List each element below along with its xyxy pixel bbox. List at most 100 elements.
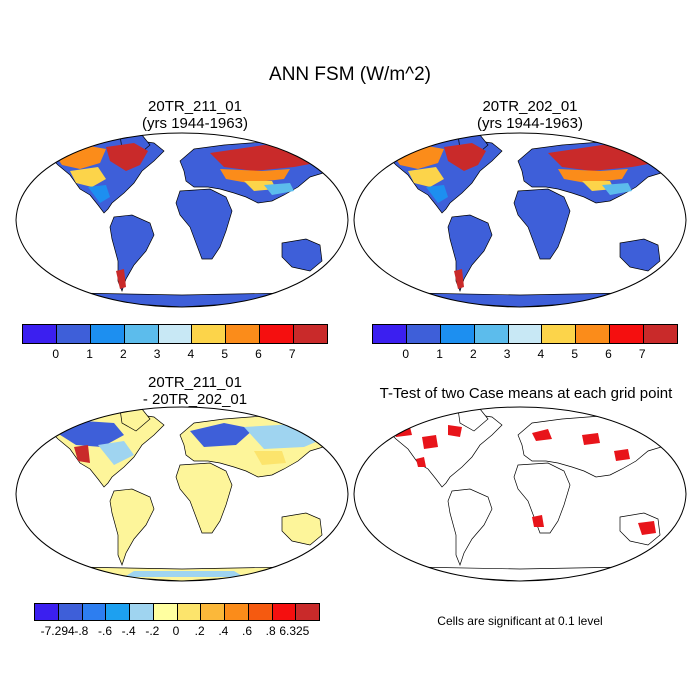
colorbar-tick-label: 3	[503, 347, 511, 361]
colorbar-swatch	[542, 325, 577, 343]
colorbar-tick-label: 7	[288, 347, 296, 361]
ttest-note: Cells are significant at 0.1 level	[437, 614, 603, 628]
colorbar-swatch	[248, 604, 273, 620]
panel3-title-line1: 20TR_211_01	[148, 374, 242, 391]
data-patch	[98, 441, 134, 465]
data-patch	[220, 169, 290, 183]
colorbar-swatch	[82, 604, 107, 620]
landmass-an	[53, 292, 311, 307]
colorbar-swatch	[474, 325, 509, 343]
panel2-title-line2: (yrs 1944-1963)	[477, 115, 583, 132]
colorbar-tick-label: .4	[218, 624, 229, 638]
map-panel-ttest	[353, 406, 687, 582]
data-patch	[426, 573, 448, 577]
colorbar-tick-label: 6.325	[279, 624, 310, 638]
map-panel-case1	[15, 132, 349, 308]
data-patch	[422, 435, 438, 449]
landmass-na	[383, 412, 503, 488]
colorbar-case2	[372, 324, 678, 344]
colorbar-case2-labels: 0 1 2 3 4 5 6 7	[372, 347, 678, 363]
colorbar-tick-label: -.8	[74, 624, 89, 638]
data-patch	[88, 185, 110, 203]
colorbar-tick-label: 5	[571, 347, 578, 361]
colorbar-swatch	[124, 325, 159, 343]
colorbar-swatch	[225, 604, 249, 620]
colorbar-tick-label: 6	[255, 347, 262, 361]
colorbar-swatch	[58, 604, 83, 620]
data-patch	[602, 183, 632, 195]
colorbar-swatch	[260, 325, 295, 343]
data-patch	[454, 269, 464, 289]
colorbar-tick-label: 3	[153, 347, 161, 361]
colorbar-tick-label: -.6	[97, 624, 113, 638]
panel1-title-line1: 20TR_211_01	[148, 98, 242, 115]
colorbar-tick-label: -.2	[145, 624, 160, 638]
colorbar-swatch	[644, 325, 678, 343]
panel3-title: 20TR_211_01 - 20TR_202_01	[35, 374, 355, 408]
colorbar-swatch	[610, 325, 645, 343]
colorbar-difference-labels: -7.294 -.8 -.6 -.4 -.2 0 .2 .4 .6 .8 6.325	[34, 624, 320, 640]
landmass-an	[391, 566, 649, 581]
colorbar-tick-label: 6	[605, 347, 612, 361]
data-patch	[426, 185, 448, 203]
landmass-sa	[447, 488, 493, 567]
colorbar-swatch	[201, 604, 225, 620]
colorbar-swatch	[440, 325, 475, 343]
landmass-af	[513, 188, 571, 260]
landmass-au	[281, 512, 323, 546]
data-patch	[408, 167, 444, 187]
data-patch	[558, 169, 628, 183]
map-panel-difference	[15, 406, 349, 582]
colorbar-difference	[34, 603, 320, 621]
panel1-title-line2: (yrs 1944-1963)	[142, 115, 248, 132]
data-patch	[638, 521, 656, 535]
colorbar-swatch	[56, 325, 91, 343]
colorbar-swatch	[296, 604, 319, 620]
colorbar-case1-labels: 0 1 2 3 4 5 6 7	[22, 347, 328, 363]
colorbar-tick-label: 1	[436, 347, 443, 361]
colorbar-swatch	[373, 325, 407, 343]
colorbar-swatch	[576, 325, 611, 343]
panel2-title: 20TR_202_01 (yrs 1944-1963)	[370, 98, 690, 132]
figure-title: ANN FSM (W/m^2)	[269, 64, 431, 85]
colorbar-tick-label: 4	[537, 347, 545, 361]
colorbar-swatch	[130, 604, 154, 620]
colorbar-swatch	[106, 604, 130, 620]
colorbar-swatch	[153, 604, 178, 620]
colorbar-swatch	[294, 325, 328, 343]
colorbar-tick-label: 7	[638, 347, 646, 361]
data-patch	[106, 143, 148, 171]
panel4-title-line1: T-Test of two Case means at each grid po…	[379, 385, 673, 402]
landmass-au	[619, 238, 661, 272]
colorbar-swatch	[508, 325, 543, 343]
data-patch	[416, 457, 426, 467]
colorbar-tick-label: 1	[86, 347, 93, 361]
colorbar-swatch	[90, 325, 125, 343]
data-patch	[254, 451, 286, 465]
colorbar-tick-label: 2	[119, 347, 127, 361]
panel2-title-line1: 20TR_202_01	[482, 98, 578, 115]
colorbar-tick-label: 0	[402, 347, 410, 361]
panel1-title: 20TR_211_01 (yrs 1944-1963)	[35, 98, 355, 132]
data-patch	[532, 429, 552, 441]
colorbar-tick-label: 2	[469, 347, 477, 361]
landmass-af	[175, 188, 233, 260]
colorbar-swatch	[177, 604, 202, 620]
colorbar-swatch	[226, 325, 261, 343]
landmass-af	[513, 462, 571, 534]
landmass-sa	[109, 488, 155, 567]
colorbar-tick-label: -.4	[121, 624, 136, 638]
colorbar-swatch	[23, 325, 57, 343]
colorbar-tick-label: .6	[241, 624, 253, 638]
colorbar-tick-label: 0	[172, 624, 180, 638]
data-patch	[116, 269, 126, 289]
data-patch	[70, 167, 106, 187]
data-patch	[448, 425, 462, 437]
colorbar-tick-label: 4	[187, 347, 195, 361]
panel4-title: T-Test of two Case means at each grid po…	[352, 385, 700, 402]
data-patch	[444, 143, 486, 171]
colorbar-tick-label: 5	[221, 347, 228, 361]
landmass-an	[391, 292, 649, 307]
colorbar-case1	[22, 324, 328, 344]
data-patch	[264, 183, 294, 195]
